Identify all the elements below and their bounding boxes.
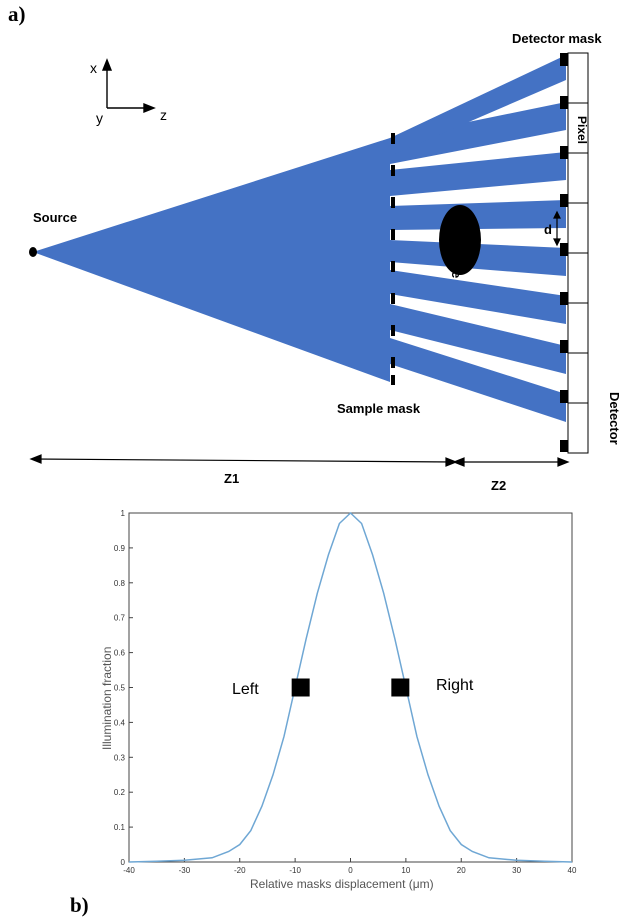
distance-arrows (29, 454, 570, 467)
panel-b-label: b) (70, 893, 89, 917)
y-tick-label: 0.2 (114, 788, 126, 797)
x-tick-label: -30 (179, 866, 191, 875)
beam-top-fan (390, 55, 566, 156)
source-label: Source (33, 210, 78, 225)
plot-frame (128, 512, 573, 863)
illumination-curve (128, 511, 573, 863)
y-tick-label: 0.9 (114, 544, 126, 553)
right-marker-square (391, 678, 410, 697)
source-dot (29, 247, 37, 257)
coordinate-axes (101, 58, 156, 114)
y-tick-label: 0.6 (114, 649, 126, 658)
beam-channel-3 (390, 200, 566, 230)
detector-mask-label: Detector mask (512, 31, 602, 46)
detector-pixels (567, 52, 589, 454)
beam-channel-2 (390, 152, 566, 196)
d-label: d (544, 222, 552, 237)
x-tick-label: 10 (401, 866, 410, 875)
axis-label-x: x (90, 60, 97, 76)
left-marker-label: Left (232, 681, 259, 698)
chart-markers (291, 678, 410, 697)
axis-label-y: y (96, 110, 103, 126)
y-tick-label: 0.1 (114, 823, 126, 832)
z1-label: Z1 (224, 471, 240, 486)
y-tick-label: 0.3 (114, 753, 126, 762)
x-tick-label: -40 (123, 866, 135, 875)
y-axis-label: Illumination fraction (100, 646, 114, 750)
x-ticks: -40 -30 -20 -10 0 10 20 30 40 (123, 858, 577, 875)
y-ticks: 0 0.1 0.2 0.3 0.4 0.5 0.6 0.7 0.8 0.9 1 (114, 509, 133, 867)
y-tick-label: 0 (121, 858, 126, 867)
y-tick-label: 0.7 (114, 614, 126, 623)
y-tick-label: 0.4 (114, 718, 126, 727)
x-tick-label: -20 (234, 866, 246, 875)
panel-a-label: a) (8, 2, 26, 26)
x-tick-label: 0 (348, 866, 353, 875)
sample-ellipse (439, 205, 481, 275)
z2-label: Z2 (491, 478, 507, 493)
x-tick-label: 30 (512, 866, 521, 875)
x-axis-label: Relative masks displacement (μm) (250, 877, 434, 891)
beam-channel-6 (390, 304, 566, 374)
beam-channel-5 (390, 270, 566, 324)
left-marker-square (291, 678, 310, 697)
y-tick-label: 1 (121, 509, 126, 518)
beam-cone (33, 138, 390, 382)
right-marker-label: Right (436, 677, 474, 694)
beam-channel-7 (390, 338, 566, 422)
axis-label-z: z (160, 107, 167, 123)
detector-mask (560, 53, 568, 452)
beam-channel-1 (390, 102, 566, 164)
x-tick-label: 20 (457, 866, 466, 875)
y-tick-label: 0.5 (114, 684, 126, 693)
beam-fan (33, 55, 566, 422)
y-tick-label: 0.8 (114, 579, 126, 588)
x-tick-label: -10 (289, 866, 301, 875)
d-arrow (553, 210, 561, 247)
sample-mask-label: Sample mask (337, 401, 421, 416)
setup-diagram (29, 52, 589, 467)
x-tick-label: 40 (568, 866, 577, 875)
